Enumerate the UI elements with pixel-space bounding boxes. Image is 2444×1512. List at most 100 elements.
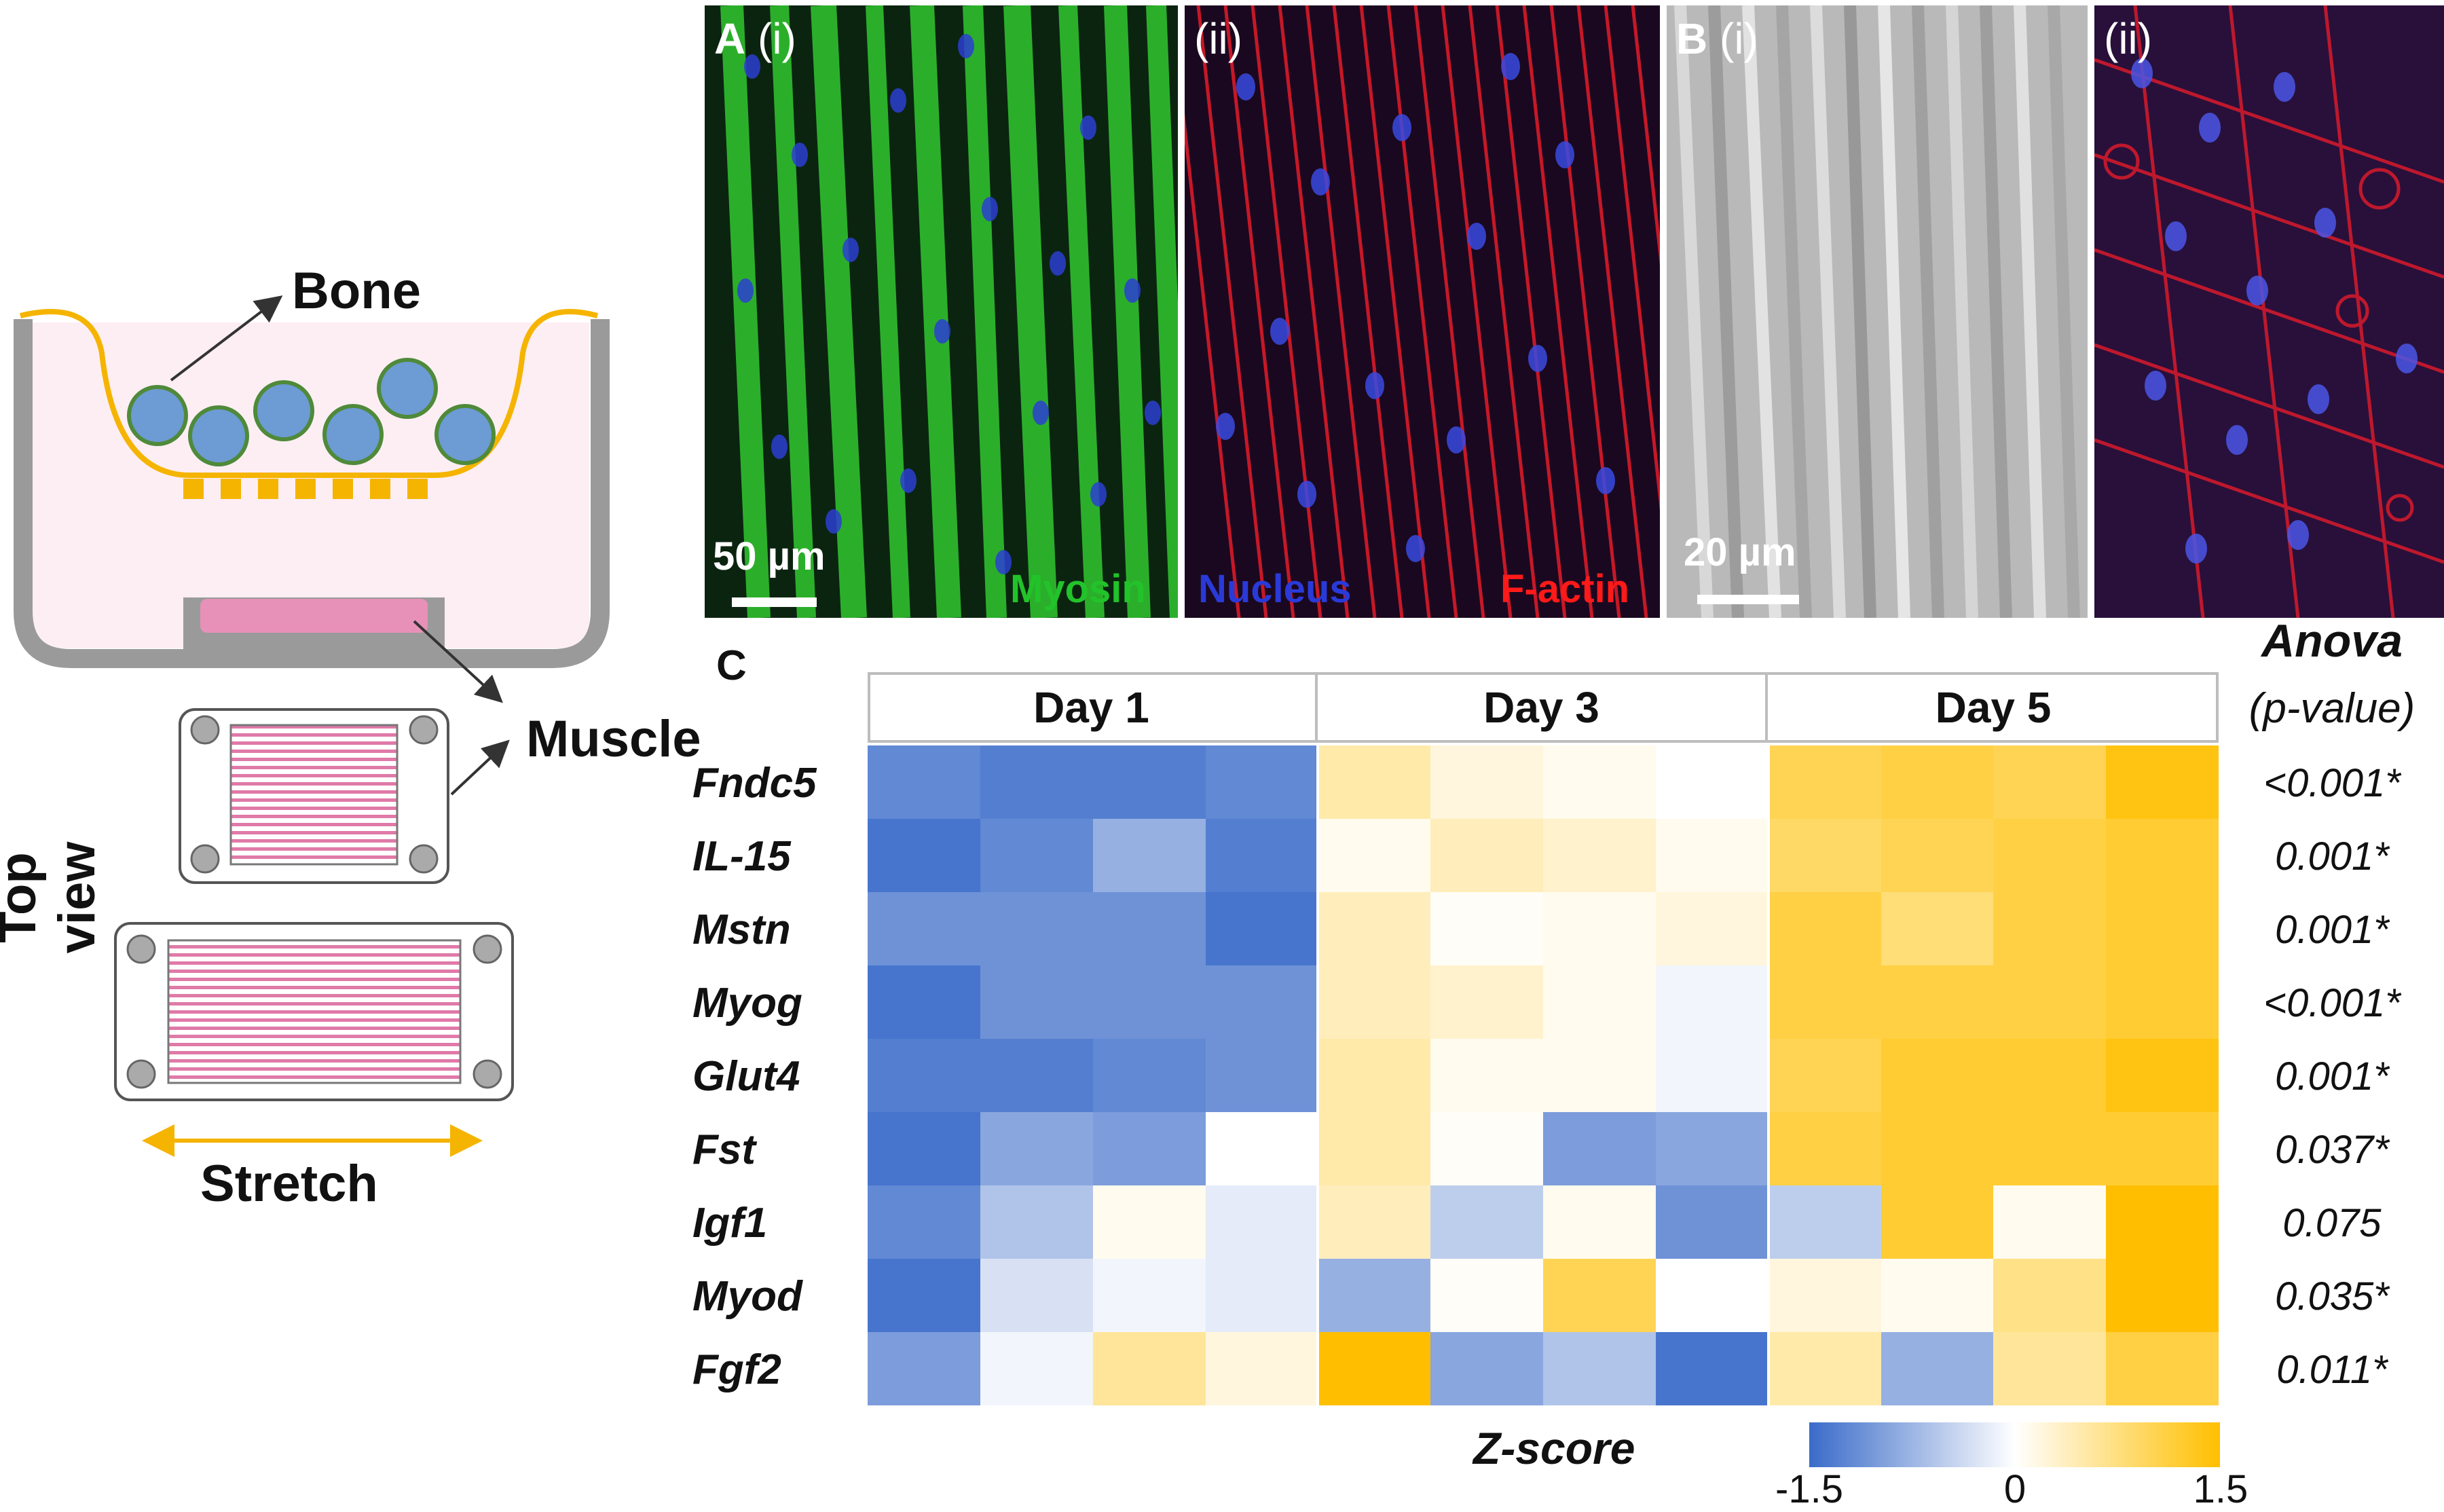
heatmap-cell — [1092, 892, 1206, 965]
heatmap-cell — [1205, 965, 1318, 1039]
pvalue-fgf2: 0.011* — [2276, 1348, 2388, 1392]
heatmap-cell — [980, 1112, 1093, 1185]
day-header-frame — [868, 672, 2219, 743]
heatmap-cell — [1881, 965, 1994, 1039]
heatmap-cell — [1430, 965, 1544, 1039]
heatmap-cell — [1655, 1112, 1769, 1185]
heatmap-cell — [1768, 1039, 1881, 1112]
cell-network — [2094, 5, 2444, 618]
heatmap-cell — [868, 1039, 980, 1112]
scale-bar-A — [732, 597, 817, 607]
heatmap-cell — [1318, 1112, 1431, 1185]
stain-myosin: Myosin — [1010, 567, 1146, 611]
heatmap-cell — [1430, 892, 1544, 965]
gene-label-il15: IL-15 — [692, 833, 791, 880]
muscle-label: Muscle — [526, 710, 701, 768]
gene-label-igf1: Igf1 — [692, 1200, 768, 1247]
sem-fibers — [1674, 5, 2080, 618]
heatmap-cell — [1430, 1259, 1544, 1332]
panel-A-i-label: A (i) — [714, 14, 796, 63]
anova-subtitle: (p-value) — [2248, 685, 2415, 732]
heatmap-cell — [1543, 1039, 1656, 1112]
heatmap-cell — [1092, 1112, 1206, 1185]
heatmap-cell — [1318, 1332, 1431, 1405]
pvalue-fst: 0.037* — [2275, 1128, 2389, 1172]
heatmap-cell — [1318, 1039, 1431, 1112]
heatmap-cell — [1881, 1039, 1994, 1112]
heatmap-cell — [980, 965, 1093, 1039]
heatmap-cell — [980, 892, 1093, 965]
heatmap-cell — [1881, 1259, 1994, 1332]
device-top-view-small — [179, 708, 449, 884]
heatmap-cell — [1543, 1112, 1656, 1185]
heatmap-cell — [1092, 1185, 1206, 1259]
heatmap-cell — [1092, 745, 1206, 819]
heatmap-cell — [980, 745, 1093, 819]
heatmap-cell — [980, 819, 1093, 892]
colorbar-tick-max: 1.5 — [2193, 1467, 2248, 1511]
heatmap-cell — [1655, 745, 1769, 819]
heatmap-cell — [1205, 1185, 1318, 1259]
pvalue-myog: <0.001* — [2263, 981, 2401, 1025]
heatmap-cell — [1543, 745, 1656, 819]
micrograph-A-ii: (ii) Nucleus F-actin — [1185, 5, 1660, 618]
device-top-view-stretched — [114, 922, 514, 1101]
micrograph-B-i: B (i) 20 µm — [1667, 5, 2088, 618]
heatmap-cell — [1993, 1039, 2107, 1112]
pvalue-il15: 0.001* — [2275, 834, 2389, 879]
day-separator — [1766, 745, 1770, 1405]
heatmap-cell — [2106, 892, 2219, 965]
heatmap-cell — [1318, 965, 1431, 1039]
heatmap-cell — [1318, 819, 1431, 892]
gene-label-myod: Myod — [692, 1273, 802, 1320]
muscle-arrow — [413, 620, 503, 703]
heatmap-cell — [1543, 819, 1656, 892]
panel-C-label: C — [716, 642, 747, 689]
pvalue-mstn: 0.001* — [2275, 908, 2389, 952]
heatmap-cell — [1768, 1332, 1881, 1405]
heatmap-cell — [1655, 965, 1769, 1039]
gene-label-mstn: Mstn — [692, 906, 791, 953]
heatmap-cell — [1768, 745, 1881, 819]
bone-muscle-schematic — [14, 295, 610, 1157]
heatmap-cell — [1318, 892, 1431, 965]
heatmap-cell — [1318, 1259, 1431, 1332]
heatmap-grid — [868, 745, 2219, 1405]
heatmap-cell — [1205, 1332, 1318, 1405]
heatmap-cell — [1430, 819, 1544, 892]
heatmap-cell — [1092, 819, 1206, 892]
heatmap-cell — [1993, 892, 2107, 965]
heatmap-cell — [1768, 1112, 1881, 1185]
day-header-1: Day 1 — [868, 672, 1318, 743]
micrograph-A-i: A (i) 50 µm Myosin — [705, 5, 1178, 618]
pvalue-igf1: 0.075 — [2282, 1201, 2382, 1245]
gene-label-fst: Fst — [692, 1126, 756, 1173]
heatmap-cell — [1655, 819, 1769, 892]
heatmap-cell — [1881, 892, 1994, 965]
heatmap-cell — [1092, 1332, 1206, 1405]
heatmap-cell — [1993, 1259, 2107, 1332]
heatmap-cell — [1655, 1332, 1769, 1405]
heatmap-cell — [1881, 1112, 1994, 1185]
heatmap-cell — [1543, 965, 1656, 1039]
scale-label-B: 20 µm — [1684, 530, 1796, 574]
heatmap-cell — [1993, 965, 2107, 1039]
anova-title: Anova — [2261, 615, 2403, 667]
heatmap-cell — [1318, 745, 1431, 819]
gene-label-myog: Myog — [692, 980, 802, 1027]
heatmap-cell — [1881, 745, 1994, 819]
heatmap-cell — [1768, 1185, 1881, 1259]
heatmap-cell — [1430, 1332, 1544, 1405]
colorbar-tick-mid: 0 — [2003, 1467, 2026, 1511]
heatmap-cell — [1543, 892, 1656, 965]
heatmap-cell — [1881, 1332, 1994, 1405]
gene-label-fgf2: Fgf2 — [692, 1346, 781, 1393]
heatmap-cell — [868, 1185, 980, 1259]
heatmap-cell — [1092, 1259, 1206, 1332]
bone-label: Bone — [292, 262, 421, 320]
heatmap-cell — [2106, 1039, 2219, 1112]
bone-cells — [127, 358, 496, 466]
heatmap-cell — [2106, 1332, 2219, 1405]
heatmap-cell — [868, 892, 980, 965]
heatmap-cell — [1092, 965, 1206, 1039]
